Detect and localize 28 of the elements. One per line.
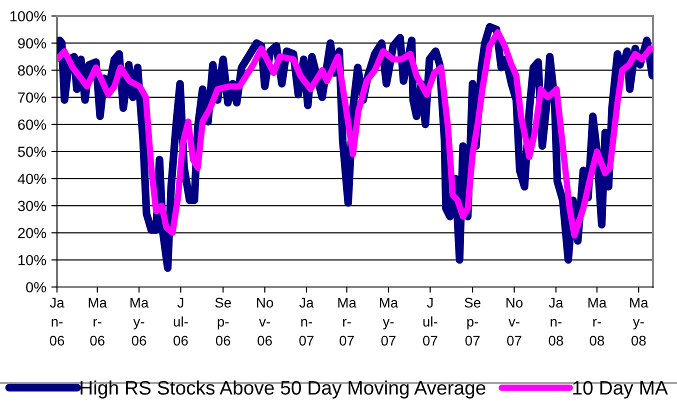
x-tick-label: Se p- 06	[215, 298, 231, 346]
legend-label: High RS Stocks Above 50 Day Moving Average	[80, 380, 486, 399]
y-tick-label: 90%	[18, 38, 46, 49]
legend-label: 10 Day MA	[573, 380, 668, 399]
y-tick-label: 20%	[18, 228, 46, 238]
x-tick-label: Ma r- 06	[88, 298, 107, 346]
x-tick-label: Ja n- 07	[299, 298, 314, 346]
x-tick-label: Ja n- 08	[548, 298, 564, 346]
x-tick-label: No v- 06	[257, 298, 274, 346]
x-tick-label: No v- 07	[506, 298, 523, 346]
y-tick-label: 60%	[18, 120, 46, 130]
x-tick-label: J ul- 07	[423, 298, 438, 346]
x-tick-label: Ma y- 06	[130, 298, 149, 346]
y-tick-label: 70%	[18, 92, 46, 103]
y-tick-label: 80%	[18, 65, 46, 76]
x-tick-label: Se p- 07	[464, 298, 480, 346]
y-tick-label: 30%	[18, 200, 46, 212]
x-tick-label: Ma y- 08	[630, 298, 648, 346]
x-tick-label: Ma r- 08	[588, 298, 607, 346]
y-tick-label: 100%	[10, 11, 46, 22]
x-tick-label: Ma r- 07	[338, 298, 356, 346]
x-tick-label: Ma y- 07	[380, 298, 398, 346]
y-tick-label: 10%	[18, 255, 46, 266]
y-tick-label: 50%	[18, 146, 46, 157]
y-tick-label: 40%	[18, 174, 46, 184]
x-tick-label: Ja n- 06	[50, 298, 64, 346]
x-tick-label: J ul- 06	[174, 298, 188, 346]
y-tick-label: 0%	[26, 282, 46, 292]
